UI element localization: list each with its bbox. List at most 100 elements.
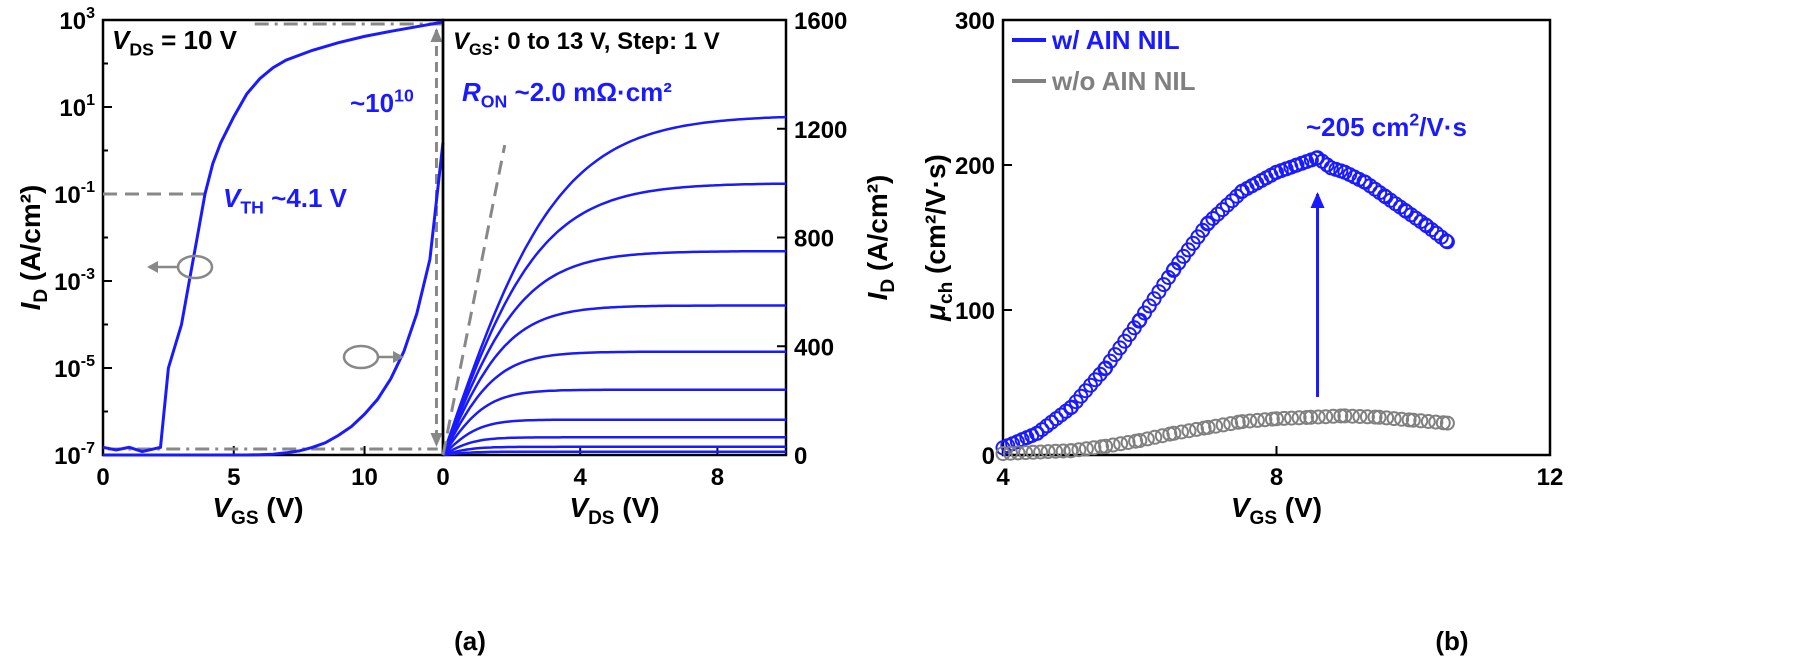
mobility-point-without-nil <box>1147 429 1163 445</box>
x-tick-label: 12 <box>1537 464 1564 491</box>
mobility-point-without-nil <box>1139 431 1155 447</box>
y-axis-label: μch​ (cm²/V·s) <box>920 154 957 322</box>
mobility-point-without-nil <box>1132 433 1148 448</box>
x-axis-label: VGS​ (V) <box>1231 492 1322 529</box>
mobility-point-without-nil <box>1333 408 1349 424</box>
y-tick-label: 400 <box>794 334 834 361</box>
x-tick-label: 8 <box>711 464 724 491</box>
y-axis-label-left: ID​ (A/cm²) <box>15 185 52 311</box>
x-tick-label: 4 <box>574 464 588 491</box>
x-axis-label: VDS​ (V) <box>569 492 659 529</box>
mobility-point-without-nil <box>1284 410 1299 426</box>
transfer-log-curve <box>102 20 444 454</box>
output-curve <box>441 249 786 456</box>
output-curve <box>441 115 787 456</box>
transfer-plot: 0 5 10 103 101 10-1 10-3 10-5 10-7 VDS​ = 10 V VTH… <box>15 5 445 529</box>
mobility-point-without-nil <box>1040 444 1056 460</box>
y-tick-label: 300 <box>955 8 995 35</box>
mobility-point-without-nil <box>1344 408 1360 424</box>
mobility-point-without-nil <box>1249 412 1265 428</box>
y-tick-label: 100 <box>955 298 995 325</box>
output-curve <box>441 304 786 456</box>
vth-annotation: VTH​ ~4.1 V <box>223 183 348 218</box>
peak-mobility-annotation: ~205 cm2​/V·s <box>1306 110 1467 142</box>
y-tick-label: 200 <box>955 153 995 180</box>
output-curve <box>441 182 787 456</box>
output-curve <box>442 436 786 457</box>
mobility-point-without-nil <box>1299 410 1315 425</box>
mobility-point-without-nil <box>1234 414 1250 430</box>
mobility-point-without-nil <box>1291 410 1307 426</box>
x-tick-label: 0 <box>96 464 109 491</box>
x-axis-label: VGS​ (V) <box>212 492 303 529</box>
y-tick-label: 800 <box>794 226 834 253</box>
y-tick-label: 1600 <box>794 8 847 35</box>
mobility-point-without-nil <box>1208 418 1224 434</box>
mobility-point-without-nil <box>1181 423 1197 439</box>
mobility-point-without-nil <box>1310 409 1326 425</box>
mobility-point-without-nil <box>1242 413 1258 429</box>
output-curve <box>441 388 786 456</box>
mobility-point-without-nil <box>1078 441 1094 457</box>
mobility-point-without-nil <box>1025 444 1041 460</box>
panel-a-label: (a) <box>454 626 486 656</box>
mobility-point-without-nil <box>1394 411 1410 427</box>
y-tick-label: 10-1 <box>54 179 95 209</box>
y-axis-label-right: ID​ (A/cm²) <box>862 175 899 301</box>
linear-axis-indicator <box>342 344 380 370</box>
y-tick-label: 0 <box>982 443 995 470</box>
mobility-point-without-nil <box>1405 412 1421 428</box>
mobility-point-without-nil <box>1420 414 1436 429</box>
mobility-point-without-nil <box>1379 410 1395 426</box>
mobility-point-without-nil <box>1018 445 1034 461</box>
output-curve <box>441 350 786 456</box>
mobility-point-without-nil <box>1063 443 1079 459</box>
output-curve <box>442 445 786 457</box>
plot-frame <box>101 18 445 457</box>
mobility-point-without-nil <box>1276 410 1292 426</box>
ron-guide-line <box>441 144 507 456</box>
y-tick-label: 10-5 <box>54 353 95 383</box>
log-axis-arrowhead <box>147 261 158 273</box>
mobility-point-without-nil <box>995 446 1011 462</box>
y-tick-label: 10-3 <box>54 266 95 296</box>
y-tick-label: 10-7 <box>54 440 95 470</box>
mobility-point-without-nil <box>1098 438 1114 454</box>
mobility-point-without-nil <box>1071 442 1087 458</box>
mobility-point-without-nil <box>1257 412 1273 428</box>
mobility-point-without-nil <box>1113 436 1129 452</box>
output-curve <box>442 450 786 457</box>
x-tick-label: 10 <box>351 464 378 491</box>
mobility-point-without-nil <box>1055 443 1071 459</box>
mobility-point-without-nil <box>1086 440 1102 456</box>
vgs-annotation: VGS​: 0 to 13 V, Step: 1 V <box>453 28 720 59</box>
on-off-ratio-annotation: ~1010​ <box>350 86 414 118</box>
mobility-point-without-nil <box>1174 424 1189 440</box>
output-plot: 0 4 8 0 400 800 1200 1600 VGS​: 0 to 13 V, Step:… <box>436 8 899 529</box>
y-tick-label: 101 <box>59 92 95 122</box>
vds-annotation: VDS​ = 10 V <box>112 25 238 60</box>
x-tick-label: 8 <box>1270 464 1283 491</box>
mobility-point-without-nil <box>1337 408 1353 424</box>
mobility-point-with-nil <box>1215 202 1230 218</box>
mobility-point-without-nil <box>1413 413 1429 429</box>
mobility-point-without-nil <box>1318 409 1334 425</box>
x-tick-label: 0 <box>436 464 449 491</box>
log-axis-indicator <box>176 254 214 280</box>
mobility-point-without-nil <box>1003 445 1018 461</box>
mobility-point-without-nil <box>1269 411 1284 427</box>
mobility-point-with-nil <box>1205 211 1221 226</box>
mobility-point-without-nil <box>1371 409 1387 425</box>
legend-label-without-nil: w/o AIN NIL <box>1051 66 1196 96</box>
mobility-point-without-nil <box>1215 417 1231 433</box>
output-curve <box>442 418 786 456</box>
mobility-point-with-nil <box>1429 225 1444 241</box>
mobility-point-without-nil <box>1325 408 1341 424</box>
mobility-point-without-nil <box>1386 411 1402 427</box>
y-tick-label: 1200 <box>794 117 847 144</box>
legend-label-with-nil: w/ AIN NIL <box>1051 25 1180 55</box>
x-tick-label: 5 <box>227 464 240 491</box>
mobility-point-without-nil <box>1010 445 1026 461</box>
mobility-point-without-nil <box>1048 443 1064 459</box>
